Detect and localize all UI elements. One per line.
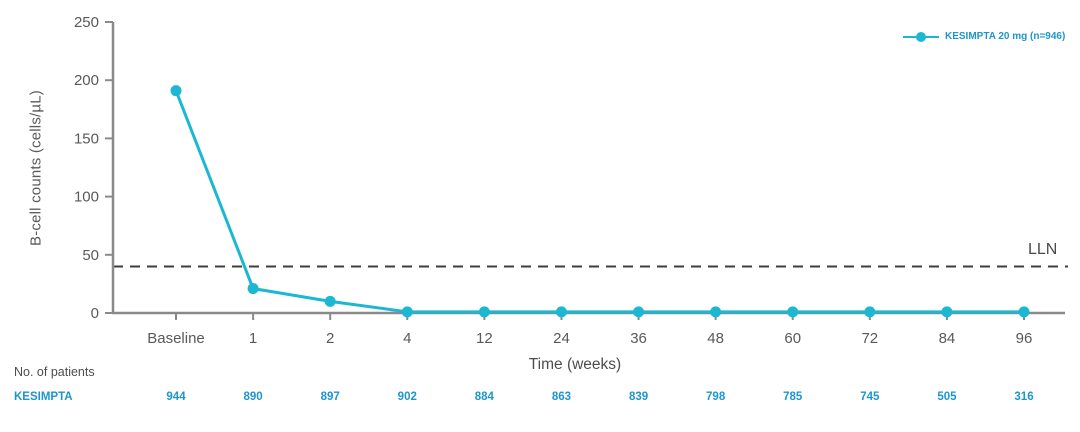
patient-count: 884 — [474, 391, 494, 403]
y-tick-label: 200 — [74, 72, 99, 89]
patient-count: 785 — [783, 391, 803, 403]
patients-row-label: KESIMPTA — [14, 391, 73, 403]
x-tick-label: 12 — [476, 330, 493, 347]
x-tick-label: 72 — [861, 330, 878, 347]
y-tick-label: 0 — [91, 305, 99, 322]
data-point-marker — [633, 306, 645, 318]
x-tick-label: 84 — [939, 330, 956, 347]
y-tick-label: 50 — [82, 247, 99, 264]
patient-count: 897 — [320, 391, 340, 403]
y-tick-label: 150 — [74, 130, 99, 147]
patient-count: 890 — [243, 391, 263, 403]
patient-count: 839 — [628, 391, 649, 403]
data-point-marker — [941, 306, 953, 318]
data-point-marker — [710, 306, 722, 318]
x-tick-label: Baseline — [147, 330, 205, 347]
data-point-marker — [324, 295, 336, 307]
patient-count: 505 — [937, 391, 957, 403]
data-point-marker — [864, 306, 876, 318]
lln-label: LLN — [1028, 241, 1058, 258]
data-point-marker — [401, 306, 413, 318]
patient-count: 798 — [706, 391, 726, 403]
x-tick-label: 60 — [784, 330, 801, 347]
data-point-marker — [555, 306, 567, 318]
patients-header: No. of patients — [14, 365, 95, 379]
x-tick-label: 24 — [553, 330, 570, 347]
legend-dot-icon — [916, 31, 926, 42]
legend-label: KESIMPTA 20 mg (n=946) — [945, 31, 1066, 42]
data-point-marker — [247, 283, 259, 295]
data-point-marker — [1018, 306, 1030, 318]
y-tick-label: 250 — [74, 14, 99, 31]
x-tick-label: 96 — [1016, 330, 1033, 347]
x-tick-label: 1 — [249, 330, 257, 347]
series-line — [174, 89, 1026, 314]
x-tick-label: 4 — [403, 330, 411, 347]
data-point-marker — [478, 306, 490, 318]
x-tick-label: 2 — [326, 330, 334, 347]
y-tick-label: 100 — [74, 189, 99, 206]
legend: KESIMPTA 20 mg (n=946) — [903, 31, 1065, 42]
x-tick-label: 36 — [630, 330, 647, 347]
patient-count: 944 — [166, 391, 186, 403]
patient-count: 902 — [397, 391, 417, 403]
legend-line-marker-icon — [903, 31, 939, 42]
patients-row: 944 890 897 902 884 863 839 798 785 745 505 316 — [0, 391, 1080, 407]
patient-count: 316 — [1014, 391, 1034, 403]
data-point-marker — [787, 306, 799, 318]
x-axis-title: Time (weeks) — [528, 356, 622, 373]
patient-count: 863 — [551, 391, 572, 403]
data-point-marker — [170, 85, 182, 97]
patient-count: 745 — [860, 391, 880, 403]
y-axis-title: B-cell counts (cells/µL) — [27, 90, 45, 246]
x-tick-label: 48 — [707, 330, 724, 347]
